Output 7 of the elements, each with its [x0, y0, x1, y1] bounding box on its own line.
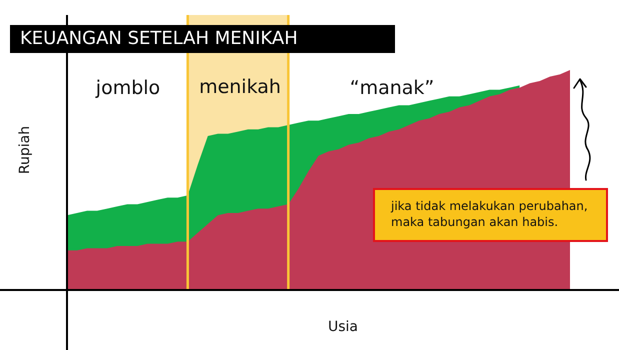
annotation: menikah	[199, 76, 281, 98]
annotation: jika tidak melakukan perubahan, maka tabungan akan habis.	[373, 188, 608, 242]
y-axis-title: Rupiah	[17, 126, 33, 174]
annotation: “manak”	[350, 77, 434, 99]
annotation: jomblo	[96, 77, 160, 99]
chart-title: KEUANGAN SETELAH MENIKAH	[10, 25, 395, 53]
x-axis-title: Usia	[328, 319, 358, 335]
